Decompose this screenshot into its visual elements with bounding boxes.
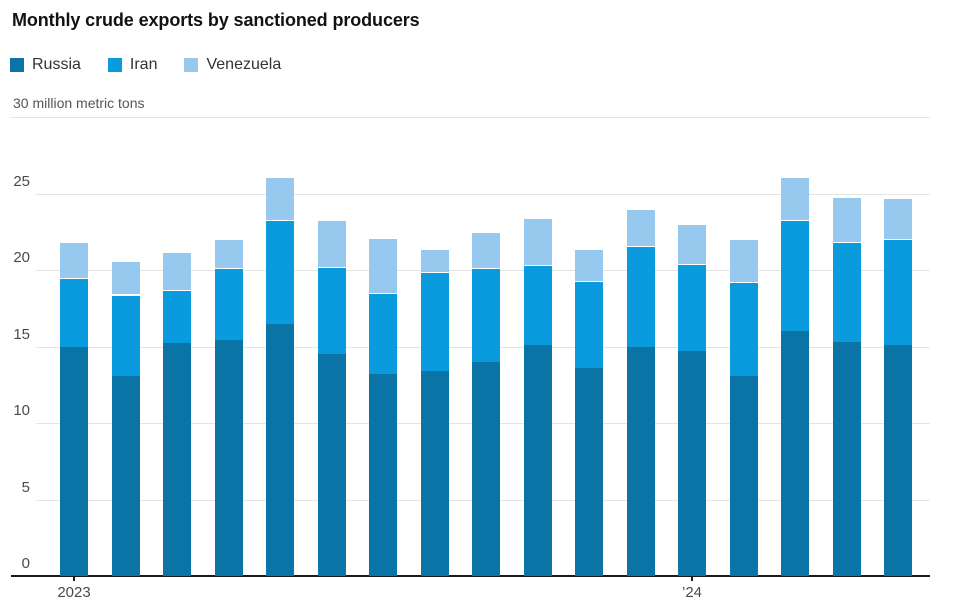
- bar-segment-venezuela-3: [163, 251, 191, 290]
- bar-segment-iran-15: [781, 219, 809, 332]
- bar-segment-iran-6: [317, 266, 346, 355]
- bar-segment-russia-9: [472, 361, 500, 576]
- bar-segment-russia-7: [369, 374, 397, 576]
- bar-segment-iran-16: [832, 242, 861, 342]
- bar-segment-iran-17: [884, 239, 912, 345]
- bar-segment-iran-12: [626, 245, 655, 347]
- chart-title: Monthly crude exports by sanctioned prod…: [12, 10, 420, 30]
- bar-segment-russia-5: [266, 323, 294, 576]
- bar-segment-venezuela-1: [60, 242, 88, 278]
- bar-segment-russia-4: [214, 340, 243, 576]
- bar-segment-venezuela-16: [832, 196, 861, 243]
- bar-segment-russia-6: [317, 354, 346, 576]
- bar-segment-russia-8: [420, 370, 449, 576]
- bar-segment-iran-7: [369, 292, 397, 375]
- bar-segment-venezuela-8: [420, 248, 449, 272]
- bar-segment-venezuela-15: [781, 176, 809, 220]
- bar-segment-iran-3: [163, 289, 191, 344]
- y-tick-label-15: 15: [13, 325, 30, 343]
- bar-segment-russia-17: [884, 344, 912, 576]
- legend-swatch-icon: [184, 58, 199, 72]
- bar-segment-russia-13: [678, 351, 706, 576]
- bar-segment-iran-13: [678, 263, 706, 352]
- bar-segment-iran-11: [575, 280, 603, 368]
- gridline-30: [10, 117, 930, 118]
- bar-segment-russia-11: [575, 367, 603, 576]
- bar-segment-venezuela-11: [575, 248, 603, 281]
- bar-segment-venezuela-6: [317, 219, 346, 267]
- bar-segment-russia-16: [832, 341, 861, 576]
- y-tick-label-5: 5: [21, 478, 30, 496]
- legend-label: Russia: [32, 56, 81, 73]
- legend: Russia Iran Venezuela: [10, 56, 308, 74]
- x-tick-label: ’24: [681, 584, 703, 601]
- legend-swatch-icon: [107, 58, 122, 72]
- y-tick-label-10: 10: [13, 402, 30, 419]
- y-tick-label-20: 20: [13, 249, 30, 266]
- bar-segment-venezuela-12: [626, 208, 655, 246]
- gridline-25: [36, 193, 930, 195]
- x-tick: [691, 577, 693, 581]
- bar-segment-venezuela-17: [884, 198, 912, 240]
- bar-segment-russia-10: [523, 344, 552, 576]
- bar-segment-russia-3: [163, 343, 191, 576]
- x-axis-line: [11, 575, 930, 577]
- bar-segment-venezuela-13: [678, 224, 706, 264]
- bar-segment-iran-14: [729, 282, 758, 376]
- bar-segment-venezuela-14: [729, 239, 758, 283]
- legend-label: Iran: [129, 56, 158, 73]
- bar-segment-venezuela-4: [214, 239, 243, 269]
- legend-item-russia: Russia: [10, 56, 81, 74]
- bar-segment-venezuela-7: [369, 237, 397, 293]
- bar-segment-russia-1: [60, 346, 88, 576]
- bar-segment-venezuela-9: [472, 231, 500, 269]
- legend-item-iran: Iran: [107, 56, 158, 74]
- x-tick-label: 2023: [57, 584, 91, 601]
- bar-segment-iran-2: [111, 294, 140, 376]
- bar-segment-iran-8: [420, 271, 449, 371]
- y-tick-label-25: 25: [13, 172, 30, 190]
- bar-segment-iran-4: [214, 268, 243, 341]
- bar-segment-iran-1: [60, 277, 88, 347]
- bar-segment-iran-9: [472, 268, 500, 362]
- bar-segment-russia-2: [111, 375, 140, 576]
- legend-item-venezuela: Venezuela: [184, 56, 281, 74]
- legend-swatch-icon: [10, 58, 24, 72]
- bar-segment-venezuela-2: [111, 260, 140, 295]
- y-tick-label-0: 0: [21, 555, 30, 572]
- bar-segment-iran-5: [266, 219, 294, 324]
- bar-segment-venezuela-5: [266, 176, 294, 220]
- bar-segment-iran-10: [523, 265, 552, 345]
- legend-label: Venezuela: [206, 56, 282, 73]
- bar-segment-russia-12: [626, 346, 655, 576]
- bar-segment-russia-15: [781, 331, 809, 576]
- bar-segment-venezuela-10: [523, 218, 552, 266]
- x-tick: [73, 577, 75, 581]
- y-axis-unit-label: 30 million metric tons: [13, 95, 145, 111]
- bar-segment-russia-14: [729, 375, 758, 576]
